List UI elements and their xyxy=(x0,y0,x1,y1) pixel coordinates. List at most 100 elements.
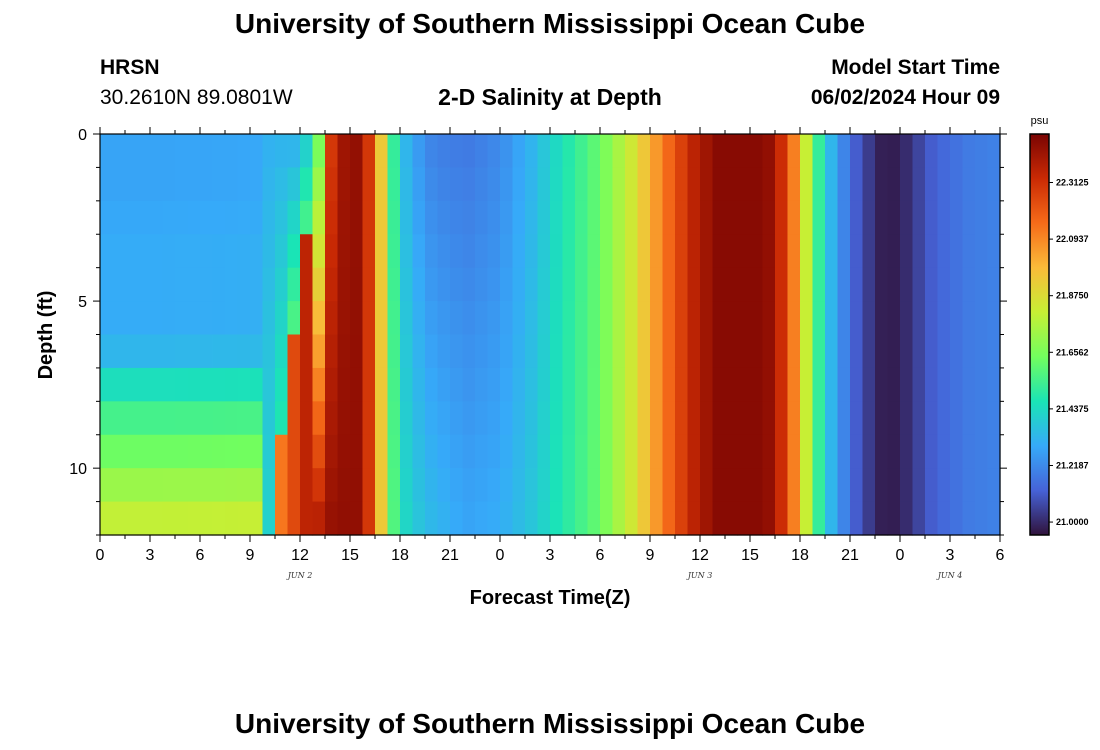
heatmap-cell xyxy=(300,200,314,235)
heatmap-cell xyxy=(162,334,176,369)
heatmap-cell xyxy=(812,401,826,436)
heatmap-cell xyxy=(800,501,814,536)
heatmap-cell xyxy=(125,434,139,469)
heatmap-cell xyxy=(762,301,776,336)
heatmap-cell xyxy=(712,367,726,402)
heatmap-cell xyxy=(925,267,939,302)
heatmap-cell xyxy=(287,334,301,369)
heatmap-cell xyxy=(400,334,414,369)
heatmap-cell xyxy=(112,167,126,202)
heatmap-cell xyxy=(512,401,526,436)
heatmap-cell xyxy=(612,468,626,503)
heatmap-cell xyxy=(575,267,589,302)
heatmap-cell xyxy=(687,401,701,436)
heatmap-cell xyxy=(600,501,614,536)
heatmap-cell xyxy=(987,334,1001,369)
heatmap-cell xyxy=(762,468,776,503)
heatmap-cell xyxy=(200,434,214,469)
heatmap-cell xyxy=(150,401,164,436)
heatmap-cell xyxy=(262,200,276,235)
heatmap-cell xyxy=(662,334,676,369)
heatmap-cell xyxy=(825,234,839,269)
heatmap-cell xyxy=(225,301,239,336)
heatmap-cell xyxy=(662,367,676,402)
heatmap-cell xyxy=(912,367,926,402)
heatmap-cell xyxy=(850,200,864,235)
heatmap-cell xyxy=(850,301,864,336)
heatmap-cell xyxy=(662,167,676,202)
heatmap-cell xyxy=(800,367,814,402)
heatmap-cell xyxy=(900,401,914,436)
heatmap-cell xyxy=(500,334,514,369)
heatmap-cell xyxy=(325,501,339,536)
heatmap-cell xyxy=(500,367,514,402)
heatmap-cell xyxy=(350,200,364,235)
heatmap-cell xyxy=(287,367,301,402)
heatmap-cell xyxy=(687,367,701,402)
heatmap-cell xyxy=(450,267,464,302)
heatmap-cell xyxy=(150,234,164,269)
heatmap-cell xyxy=(150,501,164,536)
heatmap-cell xyxy=(812,434,826,469)
heatmap-cell xyxy=(225,167,239,202)
heatmap-cell xyxy=(675,468,689,503)
heatmap-cell xyxy=(750,434,764,469)
heatmap-cell xyxy=(462,367,476,402)
heatmap-cell xyxy=(762,401,776,436)
heatmap-cell xyxy=(950,468,964,503)
heatmap-cell xyxy=(625,434,639,469)
heatmap-cell xyxy=(662,434,676,469)
heatmap-cell xyxy=(962,434,976,469)
heatmap-cell xyxy=(950,234,964,269)
heatmap-cell xyxy=(900,267,914,302)
heatmap-cell xyxy=(550,134,564,169)
heatmap-cell xyxy=(112,401,126,436)
heatmap-cell xyxy=(637,468,651,503)
heatmap-cell xyxy=(962,334,976,369)
heatmap-cell xyxy=(487,200,501,235)
heatmap-cell xyxy=(575,468,589,503)
heatmap-cell xyxy=(500,134,514,169)
heatmap-cell xyxy=(862,134,876,169)
heatmap-cell xyxy=(475,167,489,202)
heatmap-cell xyxy=(637,434,651,469)
heatmap-cell xyxy=(612,167,626,202)
heatmap-cell xyxy=(750,234,764,269)
heatmap-cell xyxy=(587,301,601,336)
heatmap-cell xyxy=(675,234,689,269)
heatmap-cell xyxy=(825,434,839,469)
heatmap-cell xyxy=(387,501,401,536)
heatmap-cell xyxy=(175,401,189,436)
heatmap-cell xyxy=(875,401,889,436)
heatmap-cell xyxy=(400,401,414,436)
x-tick-label: 6 xyxy=(996,547,1005,564)
heatmap-cell xyxy=(825,167,839,202)
heatmap-cell xyxy=(625,334,639,369)
heatmap-cell xyxy=(287,134,301,169)
heatmap-cell xyxy=(700,301,714,336)
heatmap-cell xyxy=(712,234,726,269)
heatmap-cell xyxy=(700,200,714,235)
y-axis-title: Depth (ft) xyxy=(35,291,57,380)
heatmap-cell xyxy=(962,134,976,169)
heatmap-cell xyxy=(887,468,901,503)
heatmap-cell xyxy=(912,468,926,503)
heatmap-cell xyxy=(425,501,439,536)
heatmap-cell xyxy=(887,167,901,202)
heatmap-cell xyxy=(412,434,426,469)
heatmap-cell xyxy=(212,401,226,436)
heatmap-cell xyxy=(725,334,739,369)
heatmap-cell xyxy=(600,267,614,302)
heatmap-cell xyxy=(575,134,589,169)
heatmap-cell xyxy=(425,334,439,369)
heatmap-cell xyxy=(225,501,239,536)
heatmap-cell xyxy=(275,468,289,503)
heatmap-cell xyxy=(862,501,876,536)
heatmap-cell xyxy=(250,167,264,202)
heatmap-cell xyxy=(100,267,114,302)
heatmap-cell xyxy=(412,167,426,202)
heatmap-cell xyxy=(162,434,176,469)
heatmap-cell xyxy=(550,267,564,302)
heatmap-cell xyxy=(537,134,551,169)
heatmap-cell xyxy=(975,367,989,402)
